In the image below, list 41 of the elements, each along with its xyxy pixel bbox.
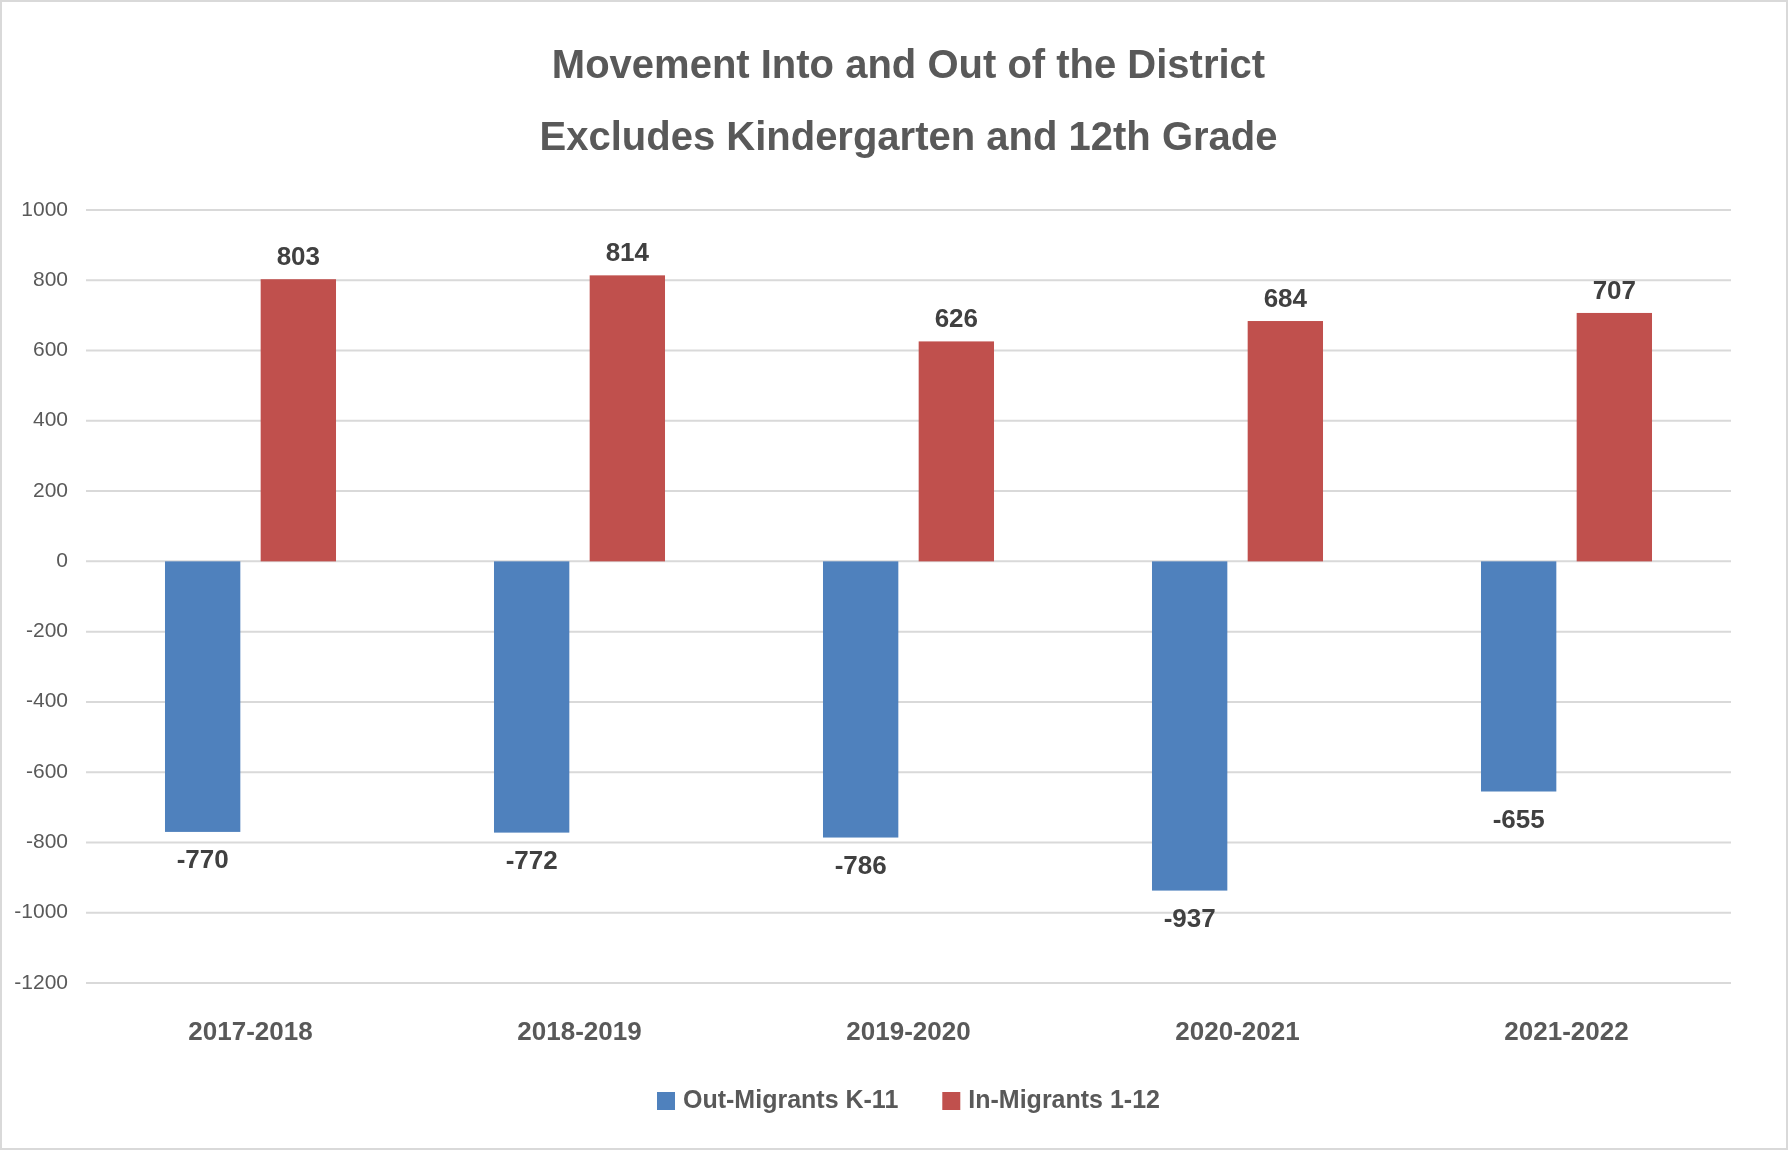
- y-tick-label: 200: [32, 477, 68, 501]
- x-tick-label: 2019-2020: [846, 1016, 971, 1046]
- bar: [589, 275, 666, 562]
- y-tick-label: -800: [25, 829, 68, 852]
- bar: [164, 561, 241, 832]
- data-label: 803: [276, 241, 321, 272]
- bar: [1480, 561, 1557, 792]
- bar: [1247, 321, 1324, 562]
- data-label: 814: [605, 237, 650, 268]
- y-tick-label: -400: [25, 688, 68, 712]
- bar: [918, 341, 995, 562]
- x-tick-label: 2021-2022: [1504, 1016, 1629, 1046]
- x-tick-label: 2020-2021: [1175, 1016, 1300, 1046]
- legend-label: In-Migrants 1-12: [968, 1084, 1160, 1113]
- y-tick-label: 0: [56, 547, 68, 571]
- data-label: -937: [1163, 902, 1216, 933]
- x-tick-label: 2017-2018: [188, 1016, 313, 1046]
- y-tick-label: 400: [32, 407, 68, 431]
- chart-subtitle: Excludes Kindergarten and 12th Grade: [539, 114, 1278, 158]
- data-label: 626: [934, 303, 979, 334]
- bar: [822, 561, 899, 838]
- y-tick-label: -1000: [14, 899, 68, 923]
- bar: [260, 279, 337, 562]
- y-tick-label: 1000: [21, 196, 68, 220]
- bar: [493, 561, 570, 833]
- data-label: -786: [834, 849, 887, 880]
- data-label: -770: [176, 843, 229, 874]
- legend-label: Out-Migrants K-11: [683, 1084, 899, 1113]
- bar: [1576, 312, 1653, 562]
- bar: [1151, 561, 1228, 891]
- data-label: -655: [1492, 803, 1545, 834]
- data-label: 707: [1592, 274, 1637, 305]
- data-label: -772: [505, 844, 558, 875]
- y-tick-label: -200: [25, 618, 68, 642]
- y-tick-label: 800: [32, 266, 68, 290]
- chart-title: Movement Into and Out of the District: [551, 42, 1266, 86]
- y-tick-label: 600: [32, 337, 68, 361]
- y-tick-label: -1200: [14, 969, 68, 993]
- data-label: 684: [1263, 283, 1308, 314]
- y-tick-label: -600: [25, 758, 68, 782]
- x-tick-label: 2018-2019: [517, 1016, 642, 1046]
